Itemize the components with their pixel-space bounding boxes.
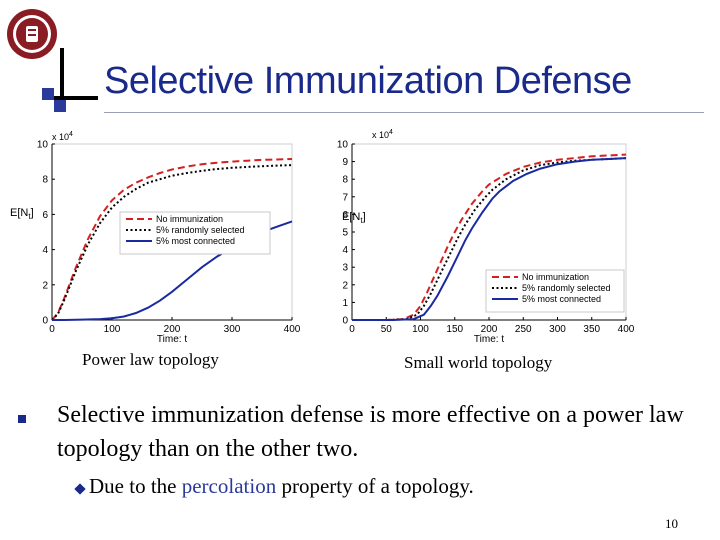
x-tick-label: 0 <box>349 324 355 335</box>
sub-bullet-prefix: Due to the <box>89 474 182 498</box>
x-axis-label: Time: t <box>474 334 504 345</box>
title-underline <box>104 112 704 113</box>
x-tick-label: 300 <box>549 324 566 335</box>
y-axis-label-main: E[N <box>10 207 28 219</box>
y-tick-label: 6 <box>42 210 48 221</box>
y-tick-label: 8 <box>42 175 48 186</box>
y-axis-label-close: ] <box>31 207 34 219</box>
x-tick-label: 50 <box>381 324 393 335</box>
y-tick-label: 2 <box>42 280 48 291</box>
axis-scale-exponent: 4 <box>69 131 73 138</box>
title-decoration-square <box>42 88 54 100</box>
x-tick-label: 150 <box>446 324 463 335</box>
axis-scale-base: x 10 <box>372 130 389 140</box>
y-tick-label: 4 <box>42 245 48 256</box>
title-decoration-rule <box>42 96 98 100</box>
x-tick-label: 250 <box>515 324 532 335</box>
slide-title: Selective Immunization Defense <box>104 60 632 102</box>
y-axis-label-subscript: t <box>360 216 363 225</box>
y-axis-label-subscript: t <box>28 212 31 221</box>
y-tick-label: 6 <box>342 210 348 221</box>
y-axis-label: E[Nt] <box>10 207 34 221</box>
y-tick-label: 0 <box>42 316 48 327</box>
left-chart-caption: Power law topology <box>82 350 219 369</box>
legend-label: 5% most connected <box>156 236 235 246</box>
y-axis-label-close: ] <box>363 211 366 223</box>
y-tick-label: 4 <box>342 245 348 256</box>
x-tick-label: 400 <box>618 324 635 335</box>
x-tick-label: 350 <box>583 324 600 335</box>
right-chart-caption: Small world topology <box>404 353 553 372</box>
legend-label: 5% randomly selected <box>522 283 611 293</box>
sub-bullet-text: Due to the percolation property of a top… <box>89 474 474 499</box>
sub-bullet-suffix: property of a topology. <box>276 474 474 498</box>
axis-scale-exponent: 4 <box>389 129 393 136</box>
x-tick-label: 400 <box>284 324 301 335</box>
y-tick-label: 9 <box>342 157 348 168</box>
x-tick-label: 100 <box>104 324 121 335</box>
main-bullet-text: Selective immunization defense is more e… <box>57 402 684 462</box>
y-tick-label: 5 <box>342 228 348 239</box>
axis-scale-label: x 104 <box>52 131 73 142</box>
legend-label: 5% randomly selected <box>156 225 245 235</box>
y-tick-label: 7 <box>342 192 348 203</box>
series-line-no-immunization <box>51 158 293 321</box>
y-tick-label: 10 <box>37 140 49 151</box>
y-axis-label: E[Nt] <box>342 211 366 225</box>
legend-label: No immunization <box>156 214 223 224</box>
series-line-5-most-connected <box>352 157 627 321</box>
title-decoration-square <box>54 100 66 112</box>
x-tick-label: 200 <box>164 324 181 335</box>
x-tick-label: 200 <box>481 324 498 335</box>
axis-scale-label: x 104 <box>372 129 393 140</box>
axis-scale-base: x 10 <box>52 132 69 142</box>
y-tick-label: 0 <box>342 316 348 327</box>
bullet-marker <box>18 415 26 423</box>
university-seal-logo <box>7 9 57 59</box>
title-decoration-bar <box>60 48 64 112</box>
x-axis-label: Time: t <box>157 334 187 345</box>
y-axis-label-main: E[N <box>342 211 360 223</box>
y-tick-label: 1 <box>342 298 348 309</box>
y-tick-label: 2 <box>342 280 348 291</box>
y-tick-label: 10 <box>337 140 349 151</box>
legend-label: 5% most connected <box>522 294 601 304</box>
x-tick-label: 300 <box>224 324 241 335</box>
series-line-5-randomly-selected <box>51 164 293 321</box>
page-number: 10 <box>665 516 678 531</box>
y-tick-label: 8 <box>342 175 348 186</box>
highlight-percolation: percolation <box>181 474 277 498</box>
legend-label: No immunization <box>522 272 589 282</box>
legend-box <box>119 211 271 255</box>
y-tick-label: 3 <box>342 263 348 274</box>
x-tick-label: 0 <box>49 324 55 335</box>
sub-bullet-marker <box>74 483 86 495</box>
x-tick-label: 100 <box>412 324 429 335</box>
series-line-no-immunization <box>352 153 627 321</box>
